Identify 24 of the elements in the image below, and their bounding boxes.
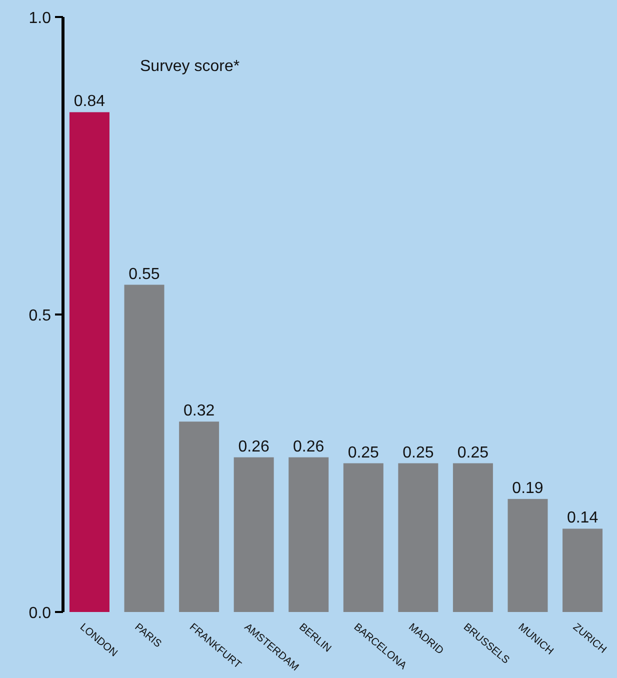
y-tick-label: 1.0 xyxy=(28,10,52,27)
bar xyxy=(343,463,384,612)
data-label: 0.25 xyxy=(348,444,380,462)
data-label: 0.84 xyxy=(74,93,106,110)
bar xyxy=(179,422,220,612)
data-label: 0.55 xyxy=(128,266,160,283)
bar xyxy=(452,463,493,612)
y-tick-label: 0.5 xyxy=(28,308,52,324)
bar xyxy=(69,112,110,612)
bar xyxy=(288,457,329,612)
text: Survey score* xyxy=(140,58,240,75)
data-label: 0.14 xyxy=(566,510,598,527)
bar xyxy=(508,498,548,612)
bar xyxy=(398,463,438,612)
data-label: 0.19 xyxy=(512,480,544,497)
bar xyxy=(234,457,274,612)
data-label: 0.25 xyxy=(402,444,434,462)
data-label: 0.32 xyxy=(183,402,215,420)
y-tick-label: 0.0 xyxy=(28,605,52,622)
data-label: 0.25 xyxy=(457,444,489,462)
bar xyxy=(562,528,603,612)
data-label: 0.26 xyxy=(293,438,324,456)
bar xyxy=(124,284,164,612)
data-label: 0.26 xyxy=(238,438,270,456)
